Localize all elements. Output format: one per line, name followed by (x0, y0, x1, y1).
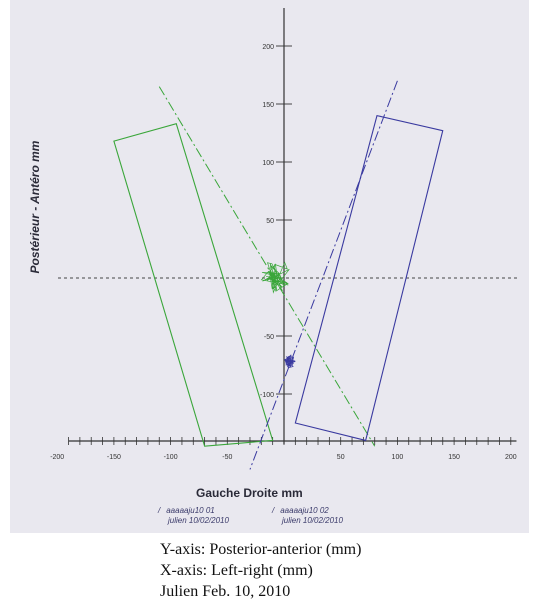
legend-entry-1: / aaaaaju10 01 julien 10/02/2010 (158, 506, 229, 526)
legend-entry-2: / aaaaaju10 02 julien 10/02/2010 (272, 506, 343, 526)
y-tick-label: 200 (262, 44, 274, 51)
legend-mark-1: / (158, 506, 161, 515)
x-tick-label: -100 (164, 454, 178, 461)
caption-line-3: Julien Feb. 10, 2010 (160, 583, 291, 600)
y-tick-label: 150 (262, 102, 274, 109)
x-tick-label: 150 (448, 454, 460, 461)
y-tick-label: 50 (266, 218, 274, 225)
y-tick-label: 100 (262, 160, 274, 167)
legend-name-2: aaaaaju10 02 (280, 506, 329, 515)
x-tick-label: 50 (337, 454, 345, 461)
series-2-axis-line (249, 80, 398, 470)
legend-date-2: julien 10/02/2010 (282, 516, 343, 525)
caption-line-1: Y-axis: Posterior-anterior (mm) (160, 541, 362, 558)
series-1-cluster (260, 261, 290, 294)
chart-photo: -200 -150 -100 -50 50 100 150 200 200 150 100 50 -50… (10, 0, 529, 533)
x-tick-label: -150 (107, 454, 121, 461)
series-1-axis-line (158, 86, 376, 447)
series-1-rectangle (113, 123, 274, 447)
figure-caption: Y-axis: Posterior-anterior (mm) X-axis: … (160, 539, 361, 602)
y-tick-label: -100 (260, 392, 274, 399)
y-axis-label: Postérieur - Antéro mm (28, 140, 42, 274)
legend-date-1: julien 10/02/2010 (168, 516, 229, 525)
series-2-cluster (284, 354, 296, 369)
series-2-rectangle (294, 114, 444, 442)
plot-area: -200 -150 -100 -50 50 100 150 200 200 150 100 50 -50… (50, 8, 518, 470)
x-axis-label: Gauche Droite mm (196, 486, 303, 500)
x-tick-label: 200 (505, 454, 517, 461)
x-tick-label: 100 (392, 454, 404, 461)
y-tick-label: -50 (264, 334, 274, 341)
legend-name-1: aaaaaju10 01 (166, 506, 215, 515)
caption-line-2: X-axis: Left-right (mm) (160, 562, 313, 579)
x-tick-label: -200 (50, 454, 64, 461)
x-tick-label: -50 (222, 454, 232, 461)
legend-mark-2: / (272, 506, 275, 515)
